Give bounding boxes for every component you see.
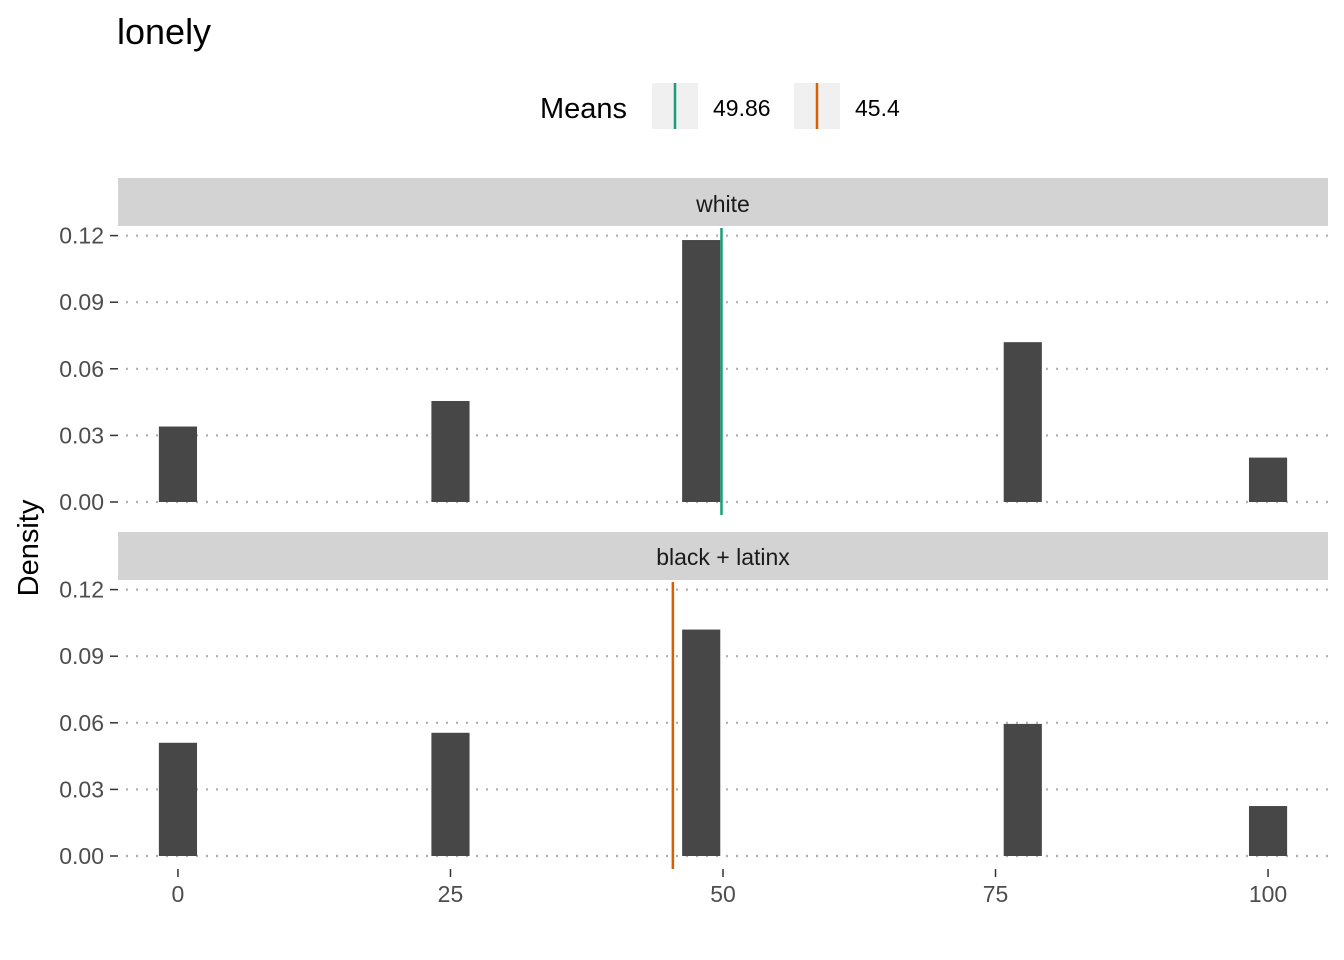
x-tick-label: 75 [983, 881, 1009, 907]
bars [158, 629, 1288, 856]
y-tick-label: 0.09 [59, 289, 104, 315]
x-tick-label: 0 [172, 881, 185, 907]
x-tick-label: 25 [438, 881, 464, 907]
y-tick-label: 0.12 [59, 223, 104, 249]
facet-strip-label: black + latinx [656, 544, 790, 570]
x-axis: 0 25 50 75 100 [172, 869, 1287, 907]
grid [126, 226, 1328, 515]
y-tick-label: 0.03 [59, 422, 104, 448]
bar [1248, 457, 1288, 502]
bar [682, 240, 721, 503]
y-axis: 0.00 0.03 0.06 0.09 0.12 [59, 577, 118, 869]
bars [158, 240, 1288, 503]
bar [158, 742, 198, 856]
y-tick-label: 0.03 [59, 776, 104, 802]
bar [1003, 342, 1042, 502]
y-axis-label: Density [13, 499, 45, 596]
y-tick-label: 0.06 [59, 356, 104, 382]
facet-strip [118, 178, 1328, 226]
bar [158, 426, 198, 502]
legend-label: 45.4 [855, 95, 900, 121]
y-tick-label: 0.12 [59, 577, 104, 603]
y-tick-label: 0.00 [59, 843, 104, 869]
bar [431, 400, 470, 502]
legend-label: 49.86 [713, 95, 771, 121]
chart-title: lonely [117, 11, 211, 52]
legend-title: Means [540, 93, 627, 125]
x-tick-label: 100 [1249, 881, 1287, 907]
panel-white: white 0.00 0.03 0.06 0.09 0.12 [59, 178, 1328, 515]
bar [682, 629, 721, 856]
panel-black-latinx: black + latinx 0.00 0.03 0.06 0.09 0.12 [59, 532, 1328, 869]
facet-strip [118, 532, 1328, 580]
legend: Means 49.86 45.4 [540, 83, 900, 129]
facet-strip-label: white [695, 191, 750, 217]
grid [126, 580, 1328, 869]
y-axis: 0.00 0.03 0.06 0.09 0.12 [59, 223, 118, 515]
y-tick-label: 0.09 [59, 643, 104, 669]
x-tick-label: 50 [710, 881, 736, 907]
bar [431, 732, 470, 856]
y-tick-label: 0.06 [59, 710, 104, 736]
bar [1003, 723, 1042, 856]
y-tick-label: 0.00 [59, 489, 104, 515]
bar [1248, 806, 1288, 856]
